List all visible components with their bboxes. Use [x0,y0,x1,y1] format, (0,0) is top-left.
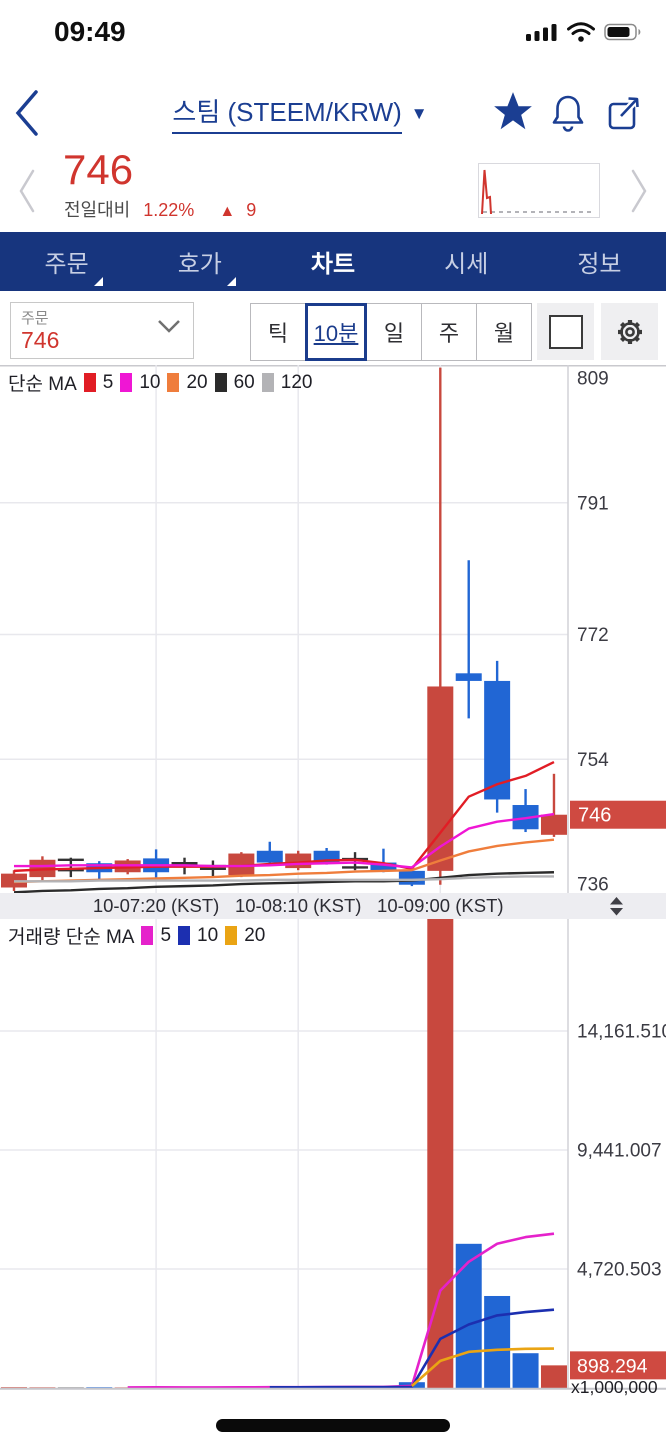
change-label: 전일대비 [64,200,131,220]
battery-icon [604,23,641,41]
time-axis-label: 10-09:00 (KST) [377,895,504,916]
mini-sparkline [478,163,600,218]
vol-ma5-color-chip [141,926,154,945]
nav-tab-chart[interactable]: 차트 [310,251,356,278]
gear-icon [617,319,642,344]
svg-text:754: 754 [577,750,609,771]
order-price-value: 746 [21,327,60,353]
interval-button-tick[interactable]: 틱 [250,303,306,361]
axis-scale-toggle-icon[interactable] [609,897,624,916]
chevron-down-icon [158,320,180,333]
time-axis: 10-07:20 (KST) 10-08:10 (KST) 10-09:00 (… [0,893,666,919]
chart-settings-button[interactable] [601,303,658,360]
volume-ma-legend-title: 거래량 단순 MA [8,927,135,948]
nav-tab-orderbook[interactable]: 호가 [133,232,266,291]
ma10-color-chip [120,373,133,392]
volume-unit-label: x1,000,000 [571,1377,658,1397]
current-price: 746 [63,146,134,193]
interval-button-month[interactable]: 월 [476,303,532,361]
svg-text:791: 791 [577,493,609,514]
svg-text:746: 746 [578,805,611,827]
interval-button-day[interactable]: 일 [366,303,422,361]
ma120-color-chip [261,373,274,392]
ma20-color-chip [167,373,180,392]
square-icon [548,314,583,349]
change-row: 전일대비 1.22% ▲ 9 [64,196,256,222]
cellular-signal-icon [526,24,557,41]
volume-ma-legend: 거래량 단순 MA 5 10 20 [8,922,265,949]
svg-text:898.294: 898.294 [577,1355,648,1377]
price-ma-legend: 단순 MA 5 10 20 60 120 [8,369,312,396]
order-price-dropdown[interactable]: 주문 746 [10,302,194,359]
share-button[interactable] [604,90,644,136]
vol-ma10-color-chip [178,926,191,945]
next-coin-button[interactable] [630,168,648,214]
candlestick-chart[interactable]: 809 791 772 754 736 746 [0,365,666,893]
interval-button-10min[interactable]: 10분 [305,303,367,361]
svg-text:9,441.007: 9,441.007 [577,1141,662,1162]
nav-tab-order[interactable]: 주문 [0,232,133,291]
svg-text:4,720.503: 4,720.503 [577,1260,662,1281]
back-button[interactable] [10,86,46,140]
alert-bell-button[interactable] [548,90,588,136]
coin-title-dropdown[interactable]: 스팀 (STEEM/KRW) ▼ [120,92,480,134]
page-title: 스팀 (STEEM/KRW) [172,92,402,134]
title-caret-icon: ▼ [410,104,428,123]
vol-ma20-color-chip [225,926,238,945]
prev-coin-button[interactable] [18,168,36,214]
time-axis-label: 10-07:20 (KST) [92,895,220,916]
ma5-color-chip [83,373,96,392]
order-label: 주문 [21,310,49,327]
up-arrow-icon: ▲ [219,203,236,220]
home-indicator [216,1419,450,1432]
chart-style-button[interactable] [537,303,594,360]
ma60-color-chip [214,373,227,392]
wifi-icon [567,22,595,42]
chart-toolbar: 주문 746 틱 10분 일 주 월 [0,291,666,365]
interval-button-week[interactable]: 주 [421,303,477,361]
main-nav: 주문 호가 차트 시세 정보 [0,232,666,291]
price-ma-legend-title: 단순 MA [8,374,77,395]
volume-chart[interactable]: 14,161.510 9,441.007 4,720.503 898.294 [0,919,666,1390]
time-axis-label: 10-08:10 (KST) [234,895,362,916]
svg-text:736: 736 [577,875,609,893]
change-percent: 1.22% [143,200,195,220]
status-icons [526,22,644,42]
svg-text:809: 809 [577,369,609,390]
svg-text:14,161.510: 14,161.510 [577,1022,666,1043]
nav-tab-info[interactable]: 정보 [577,251,622,278]
favorite-star-button[interactable] [492,90,534,134]
change-amount: 9 [246,200,257,220]
nav-tab-market[interactable]: 시세 [444,251,489,278]
svg-text:772: 772 [577,625,609,646]
status-time: 09:49 [54,16,126,47]
